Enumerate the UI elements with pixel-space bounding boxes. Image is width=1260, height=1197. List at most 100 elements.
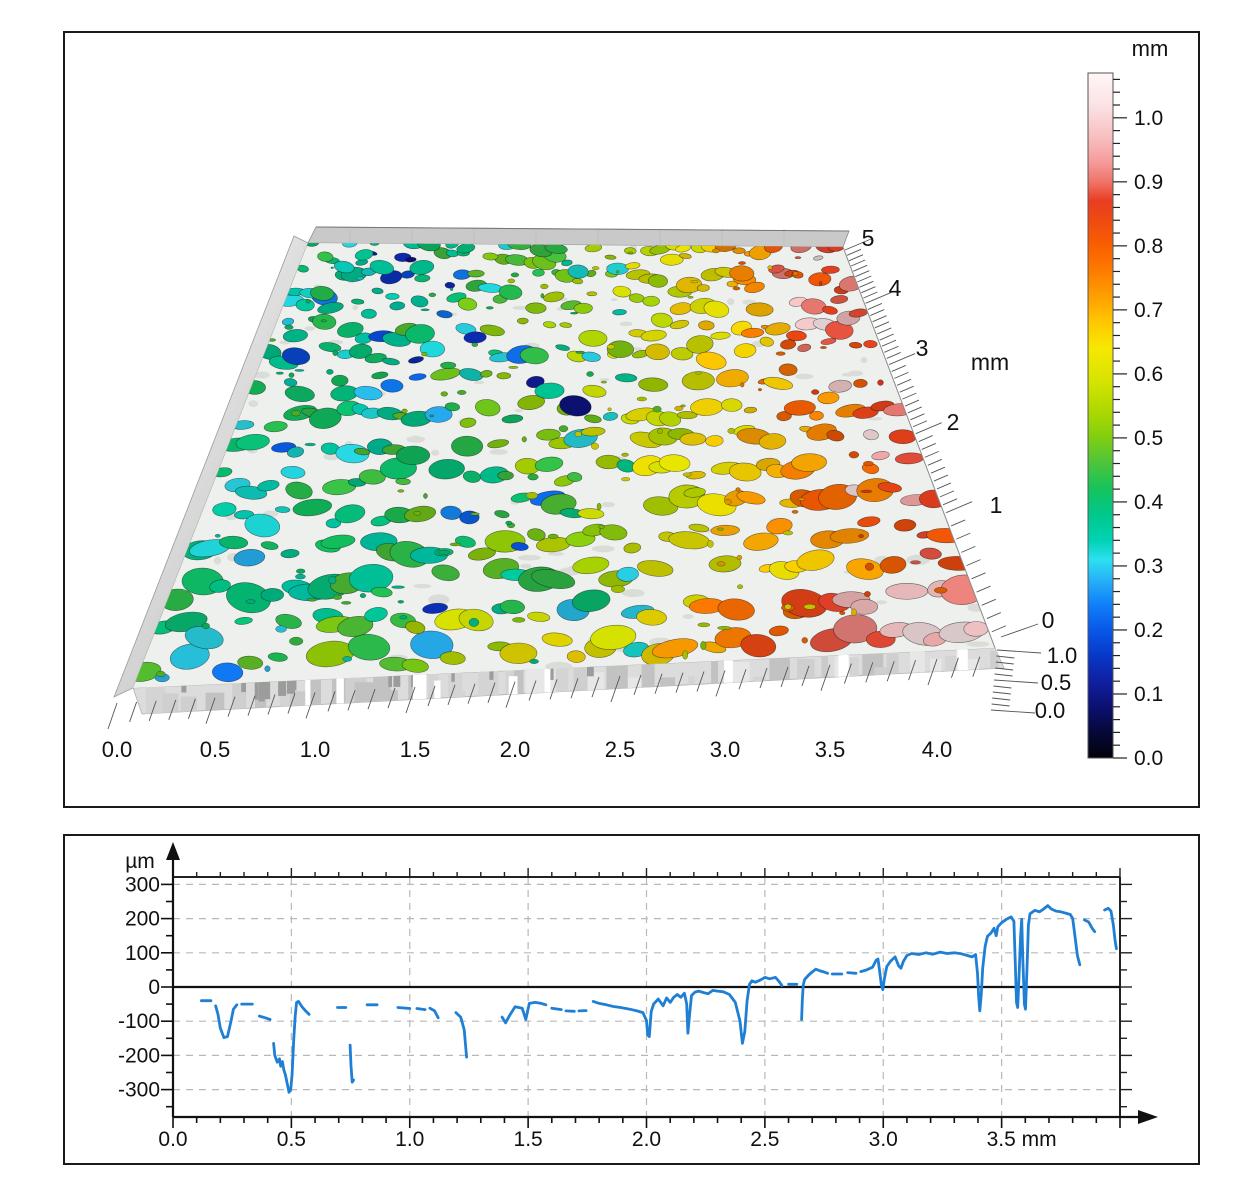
surface-patch bbox=[780, 339, 797, 350]
surface-patch bbox=[623, 542, 642, 554]
surface-patch bbox=[670, 347, 694, 361]
surface-patch bbox=[710, 331, 731, 340]
base-slot bbox=[724, 650, 733, 701]
surface-patch bbox=[353, 385, 383, 401]
surface-speckle bbox=[794, 256, 802, 260]
surface-patch bbox=[534, 456, 564, 472]
x-axis-tick bbox=[168, 699, 177, 720]
surface-patch bbox=[235, 434, 270, 451]
surface-speckle bbox=[803, 603, 816, 610]
surface-patch bbox=[282, 329, 308, 343]
surface-patch bbox=[405, 620, 426, 634]
surface-patch bbox=[650, 312, 673, 328]
x-axis-tick bbox=[148, 700, 157, 722]
surface-speckle bbox=[848, 451, 860, 459]
surface-patch bbox=[717, 598, 755, 621]
surface-patch bbox=[347, 633, 391, 661]
base-block bbox=[688, 676, 695, 693]
surface-patch bbox=[555, 344, 570, 351]
y-axis-tick bbox=[945, 501, 973, 514]
y-axis-tick bbox=[912, 420, 928, 428]
surface-shadow-speckle bbox=[248, 400, 259, 408]
y-axis-tick bbox=[870, 309, 885, 316]
surface-speckle bbox=[811, 389, 820, 395]
surface-speckle bbox=[910, 560, 921, 565]
colorbar bbox=[1087, 72, 1114, 759]
surface-patch bbox=[640, 329, 667, 342]
surface-patch bbox=[405, 256, 417, 263]
x-axis-tick bbox=[843, 663, 852, 684]
surface-patch bbox=[615, 373, 638, 383]
x-axis-tick bbox=[205, 697, 216, 724]
profile-line bbox=[200, 904, 1118, 1094]
surface-patch bbox=[612, 285, 632, 298]
x-axis-arrow bbox=[1138, 1110, 1158, 1124]
surface-speckle bbox=[627, 251, 634, 254]
z-axis-tick bbox=[992, 697, 1011, 701]
surface-speckle bbox=[359, 593, 366, 599]
surface-patch bbox=[244, 513, 281, 538]
surface-shadow-speckle bbox=[352, 304, 358, 311]
surface-patch bbox=[534, 382, 565, 399]
x-axis-tick bbox=[950, 657, 959, 678]
surface-patch bbox=[422, 602, 448, 614]
y-axis-tick bbox=[907, 406, 922, 414]
surface-patch bbox=[292, 498, 332, 517]
surface-patch bbox=[320, 534, 356, 549]
surface-patch bbox=[796, 549, 835, 571]
surface-patch bbox=[919, 547, 942, 560]
surface-patch bbox=[642, 295, 660, 307]
y-axis-tick bbox=[846, 248, 862, 256]
surface-patch bbox=[237, 655, 264, 670]
surface-shadow-speckle bbox=[619, 321, 633, 327]
surface-patch bbox=[567, 264, 589, 279]
surface-speckle bbox=[558, 425, 569, 433]
surface-speckle bbox=[590, 442, 599, 450]
surface-patch bbox=[431, 564, 460, 582]
surface-speckle bbox=[421, 351, 428, 357]
surface-patch bbox=[527, 611, 551, 622]
y-axis-tick bbox=[966, 559, 981, 567]
surface-speckle bbox=[330, 266, 334, 269]
surface-speckle bbox=[413, 511, 422, 516]
surface-shadow-speckle bbox=[431, 449, 440, 456]
y-axis-tick bbox=[848, 254, 864, 262]
surface-patch bbox=[849, 341, 863, 349]
surface-patch bbox=[351, 298, 365, 305]
surface-speckle bbox=[508, 365, 519, 369]
x-axis-tick bbox=[247, 695, 256, 716]
y-axis-tick bbox=[891, 365, 906, 372]
base-notch bbox=[259, 680, 265, 702]
base-block bbox=[874, 667, 887, 684]
surface-shadow-speckle bbox=[514, 408, 524, 413]
profile-chart-panel: 300 200 100 0 -100 -200 -300 µm 0.0 0.5 1.0 1.5 2.0 2… bbox=[63, 834, 1200, 1165]
y-axis-tick bbox=[879, 333, 894, 341]
surface-speckle bbox=[342, 656, 353, 662]
surface-patch bbox=[310, 286, 335, 301]
surface-shadow-speckle bbox=[868, 417, 883, 421]
surface-patch bbox=[369, 259, 395, 275]
x-axis-tick bbox=[570, 678, 579, 699]
surface-patch bbox=[457, 297, 478, 311]
y-axis-tick bbox=[921, 443, 936, 450]
x-axis-tick-label: 4.0 bbox=[922, 737, 953, 762]
surface-speckle bbox=[245, 599, 256, 604]
surface-patch bbox=[440, 361, 457, 370]
base-notch bbox=[393, 673, 401, 687]
base-slot bbox=[838, 648, 849, 690]
surface-patch bbox=[698, 320, 715, 331]
surface-speckle bbox=[610, 585, 626, 594]
y-axis-tick bbox=[853, 264, 868, 272]
surface-patch bbox=[863, 429, 879, 441]
colorbar-tick-label: 0.3 bbox=[1134, 555, 1163, 578]
z-axis-tick bbox=[991, 703, 1010, 707]
surface-right-edge bbox=[842, 246, 996, 649]
y-axis-unit-label: µm bbox=[125, 850, 155, 873]
surface-patch bbox=[879, 556, 907, 574]
base-block bbox=[427, 673, 439, 706]
z-axis-tick bbox=[995, 661, 1014, 665]
x-axis-tick-label: 3.5 mm bbox=[987, 1128, 1057, 1151]
surface-patch bbox=[745, 302, 774, 317]
surface-patch bbox=[474, 399, 501, 417]
surface-patch bbox=[525, 302, 547, 314]
